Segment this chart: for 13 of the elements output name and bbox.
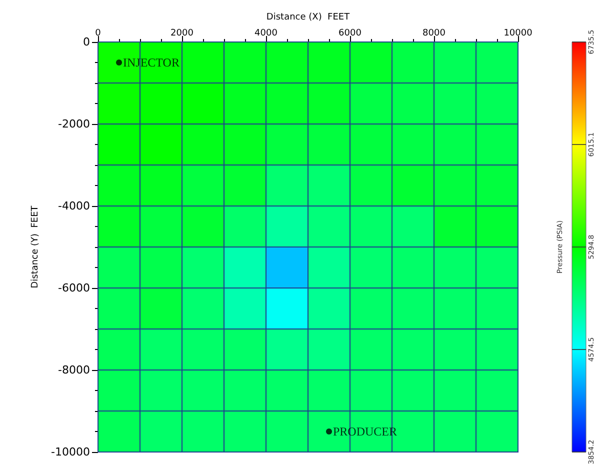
- x-tick-label: 2000: [170, 28, 194, 38]
- x-tick-label: 0: [95, 28, 102, 38]
- x-tick-label: 4000: [254, 28, 278, 38]
- x-tick-label: 8000: [422, 28, 446, 38]
- x-tick-label: 10000: [504, 28, 533, 38]
- y-tick-label: -8000: [58, 364, 90, 376]
- x-axis-title: Distance (X) FEET: [266, 12, 350, 22]
- y-tick-label: -10000: [51, 446, 90, 458]
- y-tick-label: -4000: [58, 200, 90, 212]
- y-axis-title: Distance (Y) FEET: [30, 205, 41, 288]
- y-tick-label: -6000: [58, 282, 90, 294]
- y-tick-label: -2000: [58, 118, 90, 130]
- x-tick-label: 6000: [338, 28, 362, 38]
